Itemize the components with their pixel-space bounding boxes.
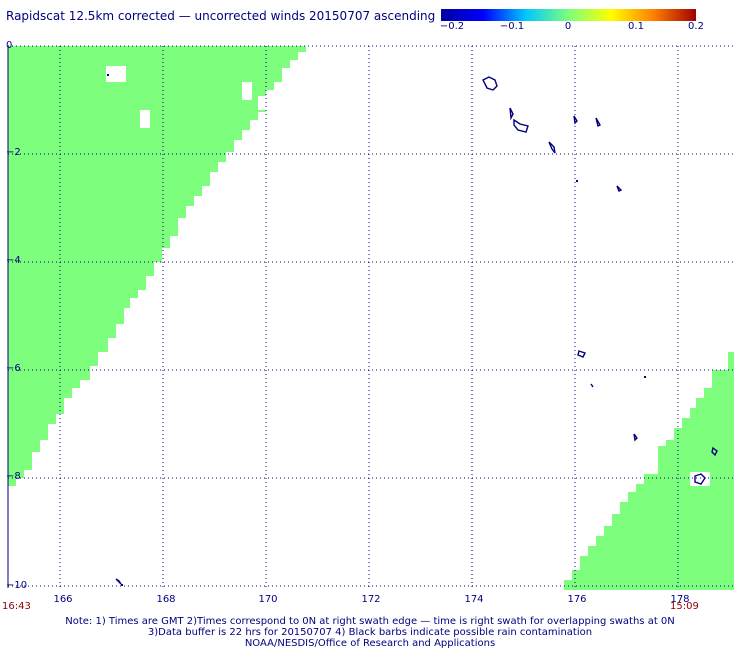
- data-gap: [258, 96, 266, 110]
- x-tick-label: 174: [464, 594, 483, 605]
- left-swath: [8, 46, 306, 486]
- left-swath-time: 16:43: [2, 601, 31, 612]
- island-outline: [116, 579, 121, 584]
- note-line: 3)Data buffer is 22 hrs for 20150707 4) …: [0, 627, 740, 638]
- right-swath: [564, 352, 734, 590]
- left-swath-area: [8, 46, 306, 486]
- data-gap: [140, 110, 150, 128]
- y-tick-label: −8: [6, 471, 21, 482]
- island-dot: [576, 180, 578, 182]
- wind-map: [0, 0, 740, 600]
- x-tick-label: 166: [53, 594, 72, 605]
- y-tick-label: 0: [6, 40, 12, 51]
- island-outline: [634, 434, 637, 440]
- island-dot: [644, 376, 646, 378]
- right-swath-area: [564, 352, 734, 590]
- y-tick-label: −4: [6, 255, 21, 266]
- island-outline: [549, 142, 555, 153]
- x-tick-label: 176: [567, 594, 586, 605]
- note-line: NOAA/NESDIS/Office of Research and Appli…: [0, 638, 740, 649]
- island-outline: [596, 118, 600, 126]
- island-outline: [574, 116, 577, 123]
- y-tick-label: −6: [6, 363, 21, 374]
- note-line: Note: 1) Times are GMT 2)Times correspon…: [0, 616, 740, 627]
- island-outline: [617, 186, 621, 191]
- island-outline: [591, 384, 593, 387]
- x-tick-label: 168: [156, 594, 175, 605]
- data-gap: [242, 82, 252, 100]
- island-outline: [483, 77, 497, 90]
- data-gap: [120, 70, 126, 82]
- y-tick-label: −10: [6, 580, 27, 591]
- island-dot: [121, 584, 123, 586]
- island-dot: [107, 74, 109, 76]
- island-outline: [578, 351, 585, 357]
- footnotes: Note: 1) Times are GMT 2)Times correspon…: [0, 616, 740, 649]
- x-tick-label: 170: [258, 594, 277, 605]
- island-outline: [514, 120, 528, 132]
- y-tick-label: −2: [6, 147, 21, 158]
- right-swath-time: 15:09: [670, 601, 699, 612]
- island-outline: [510, 108, 513, 118]
- x-tick-label: 172: [361, 594, 380, 605]
